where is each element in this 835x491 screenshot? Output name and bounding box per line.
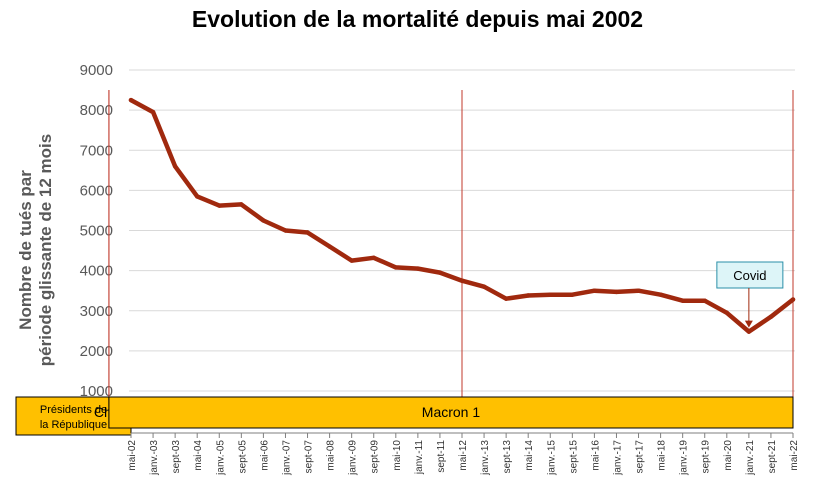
y-tick-label: 9000 <box>80 62 113 79</box>
president-name-label: Macron 1 <box>422 404 481 420</box>
president-term-box <box>108 396 794 429</box>
data-point <box>658 292 663 297</box>
data-point <box>526 293 531 298</box>
x-tick-label: sept-09 <box>370 440 381 474</box>
x-tick-label: janv.-13 <box>480 440 491 476</box>
data-point <box>592 288 597 293</box>
data-point <box>239 202 244 207</box>
x-tick-label: sept-19 <box>701 440 712 474</box>
data-point <box>195 194 200 199</box>
data-point <box>349 258 354 263</box>
x-tick-label: sept-11 <box>436 440 447 473</box>
y-axis-label-line1: Nombre de tués par <box>16 170 35 330</box>
x-tick-label: janv.-15 <box>546 440 557 476</box>
x-tick-label: mai-10 <box>392 440 403 471</box>
y-axis-ticks: 1000 2000 3000 4000 5000 6000 7000 8000 9000 <box>80 62 113 400</box>
x-tick-label: sept-17 <box>635 440 646 474</box>
x-axis-ticks: mai-02 janv.-03 sept-03 mai-04 janv.-05 sept-… <box>127 432 800 476</box>
data-point <box>128 97 134 103</box>
y-tick-label: 7000 <box>80 142 113 159</box>
data-point <box>570 292 575 297</box>
data-point <box>548 292 553 297</box>
data-point <box>393 265 398 270</box>
data-point <box>172 164 178 169</box>
x-tick-label: janv.-19 <box>679 440 690 476</box>
data-point <box>327 244 332 249</box>
covid-label-box <box>716 261 784 289</box>
covid-arrow-head <box>744 320 753 328</box>
data-point <box>724 310 729 315</box>
y-tick-label: 3000 <box>80 303 113 320</box>
president-term-lines <box>108 90 794 397</box>
x-tick-label: sept-05 <box>237 440 248 474</box>
x-tick-label: janv.-05 <box>215 440 226 476</box>
y-tick-label: 5000 <box>80 223 113 240</box>
x-tick-label: mai-18 <box>657 440 668 471</box>
x-tick-label: mai-22 <box>789 440 800 471</box>
data-point <box>790 297 796 302</box>
x-tick-label: janv.-21 <box>745 440 756 476</box>
presidents-header-label: Présidents de <box>40 404 107 416</box>
data-point <box>636 288 641 293</box>
x-tick-label: sept-15 <box>568 440 579 474</box>
y-axis-label-line2: période glissante de 12 mois <box>36 134 55 366</box>
presidents-header-label: la République <box>40 419 107 431</box>
data-point <box>261 218 266 223</box>
x-tick-label: mai-04 <box>193 440 204 471</box>
y-tick-label: 8000 <box>80 102 113 119</box>
x-tick-label: janv.-09 <box>348 440 359 476</box>
x-tick-label: sept-03 <box>171 440 182 474</box>
data-point <box>283 228 288 233</box>
x-tick-label: sept-13 <box>502 440 513 474</box>
x-tick-label: sept-21 <box>767 440 778 474</box>
x-tick-label: mai-12 <box>458 440 469 471</box>
x-tick-label: janv.-11 <box>414 440 425 476</box>
data-point <box>702 298 707 303</box>
x-tick-label: mai-06 <box>259 440 270 471</box>
data-point <box>459 278 465 283</box>
x-tick-label: mai-14 <box>524 440 535 471</box>
covid-annotation: Covid <box>716 261 784 328</box>
x-tick-label: mai-20 <box>723 440 734 471</box>
data-point <box>305 230 310 235</box>
y-tick-label: 6000 <box>80 182 113 199</box>
data-point <box>481 284 487 289</box>
x-tick-label: mai-08 <box>326 440 337 471</box>
data-point <box>371 255 376 260</box>
y-tick-label: 4000 <box>80 263 113 280</box>
y-tick-label: 1000 <box>80 383 113 400</box>
x-tick-label: janv.-17 <box>612 440 623 476</box>
x-tick-label: mai-16 <box>590 440 601 471</box>
x-tick-label: janv.-07 <box>281 440 292 476</box>
data-point <box>437 270 443 275</box>
data-point <box>680 298 685 303</box>
data-point <box>503 296 509 301</box>
data-point <box>768 314 774 319</box>
data-point <box>217 203 222 208</box>
x-tick-label: janv.-03 <box>149 440 160 476</box>
chart-title: Evolution de la mortalité depuis mai 200… <box>191 6 644 32</box>
series-group <box>128 97 796 334</box>
data-point <box>746 329 752 334</box>
data-point <box>415 266 421 271</box>
covid-label: Covid <box>733 268 766 283</box>
data-point <box>150 109 156 115</box>
data-point <box>614 289 619 295</box>
x-tick-label: mai-02 <box>127 440 138 471</box>
x-tick-label: sept-07 <box>304 440 315 474</box>
y-tick-label: 2000 <box>80 343 113 360</box>
